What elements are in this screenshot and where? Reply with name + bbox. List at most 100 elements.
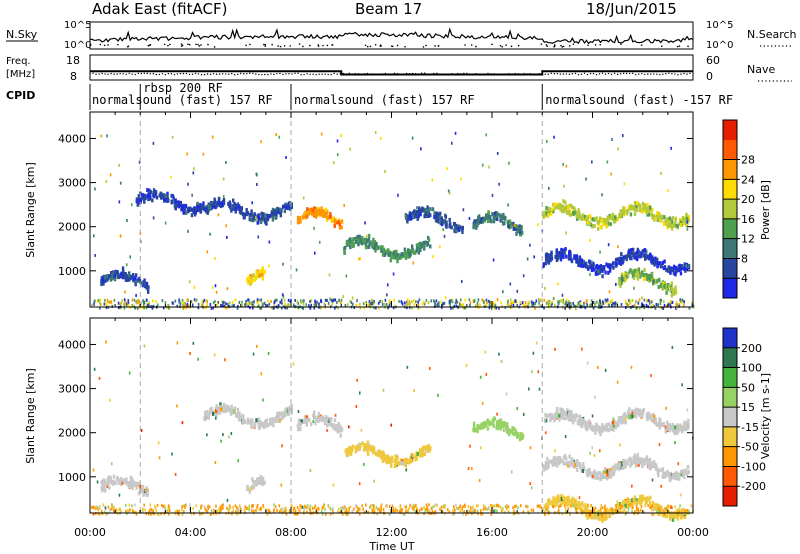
- power-cell: [632, 252, 635, 257]
- velocity-cell: [584, 422, 587, 427]
- power-cell: [599, 250, 601, 254]
- power-cell: [241, 212, 245, 217]
- power-cell: [129, 306, 132, 310]
- velocity-cell: [591, 515, 594, 520]
- velocity-cell: [519, 432, 523, 437]
- power-cell: [338, 222, 342, 227]
- power-cell: [508, 224, 511, 229]
- power-cell: [217, 197, 221, 202]
- power-cell: [590, 268, 594, 273]
- power-cell: [135, 301, 138, 305]
- velocity-cell: [208, 409, 212, 414]
- velocity-cell: [497, 504, 500, 508]
- power-cell: [416, 216, 419, 221]
- power-cell: [475, 304, 478, 308]
- power-cell: [331, 216, 335, 221]
- power-cell: [543, 210, 546, 215]
- power-cell: [633, 268, 637, 273]
- power-cell: [310, 303, 313, 307]
- power-cell: [233, 202, 236, 207]
- velocity-cell: [617, 423, 620, 428]
- power-cell: [548, 253, 551, 258]
- power-cell: [477, 218, 481, 223]
- velocity-cell: [229, 411, 233, 416]
- power-cell: [310, 207, 313, 212]
- velocity-cell: [349, 505, 352, 509]
- velocity-cell: [588, 467, 591, 472]
- power-cell: [313, 226, 315, 230]
- power-cell: [444, 223, 448, 228]
- velocity-cell: [332, 426, 335, 431]
- power-cell: [564, 306, 566, 310]
- power-cell: [570, 212, 573, 217]
- velocity-cell: [625, 510, 628, 514]
- velocity-cell: [389, 509, 392, 513]
- power-cell: [237, 204, 240, 209]
- velocity-cell: [396, 461, 399, 466]
- power-cell: [205, 206, 208, 211]
- power-cell: [248, 217, 251, 222]
- power-cell: [421, 207, 425, 212]
- power-cell: [618, 256, 622, 261]
- power-cell: [337, 306, 339, 310]
- nave-point: [622, 72, 625, 75]
- velocity-cell: [359, 444, 362, 449]
- power-cell: [557, 254, 560, 259]
- nsearch-point: [181, 44, 184, 47]
- velocity-cell: [230, 512, 232, 516]
- power-cell: [424, 207, 428, 212]
- power-cell: [553, 135, 555, 139]
- velocity-cell: [282, 413, 285, 418]
- power-cell: [316, 300, 318, 304]
- power-cell: [340, 133, 342, 137]
- nave-point: [89, 73, 91, 75]
- power-cell: [409, 302, 411, 306]
- power-cell: [97, 298, 100, 302]
- power-cell: [682, 218, 685, 223]
- velocity-cell: [335, 427, 338, 432]
- power-cell: [481, 219, 485, 224]
- power-cell: [139, 306, 141, 310]
- power-cell: [417, 300, 419, 304]
- power-cell: [665, 304, 668, 308]
- velocity-cell: [250, 418, 254, 423]
- velocity-cell: [205, 509, 208, 513]
- power-cell: [584, 216, 588, 221]
- nsky-panel: [89, 21, 694, 50]
- power-cell: [477, 306, 480, 310]
- power-cell: [248, 298, 250, 302]
- power-cell: [606, 215, 609, 220]
- power-cell: [314, 299, 316, 303]
- power-cell: [620, 303, 623, 307]
- velocity-cell: [249, 486, 252, 491]
- power-cell: [598, 268, 602, 273]
- power-cell: [648, 299, 651, 303]
- velocity-cell: [576, 421, 580, 426]
- nsearch-point: [425, 44, 427, 47]
- power-cell: [588, 303, 591, 307]
- power-cell: [129, 276, 132, 281]
- velocity-cell: [609, 508, 612, 513]
- power-cell: [563, 250, 566, 255]
- power-cell: [489, 218, 492, 223]
- power-cell: [427, 301, 430, 305]
- velocity-cell: [372, 506, 375, 510]
- power-cell: [646, 255, 649, 260]
- velocity-cell: [675, 428, 679, 433]
- velocity-cell: [118, 507, 120, 511]
- power-cell: [520, 225, 523, 230]
- power-cell: [464, 298, 467, 302]
- velocity-cell: [582, 466, 585, 471]
- power-cell: [105, 302, 108, 306]
- velocity-cell: [219, 509, 222, 513]
- power-cell: [685, 212, 688, 217]
- power-cell: [344, 303, 347, 307]
- velocity-cell: [102, 478, 105, 483]
- velocity-cell: [660, 505, 663, 510]
- power-cell: [453, 304, 456, 308]
- nsearch-point: [180, 43, 183, 45]
- nave-point: [598, 73, 601, 75]
- power-cell: [127, 301, 130, 305]
- power-cell: [678, 263, 681, 268]
- velocity-cell: [354, 445, 357, 450]
